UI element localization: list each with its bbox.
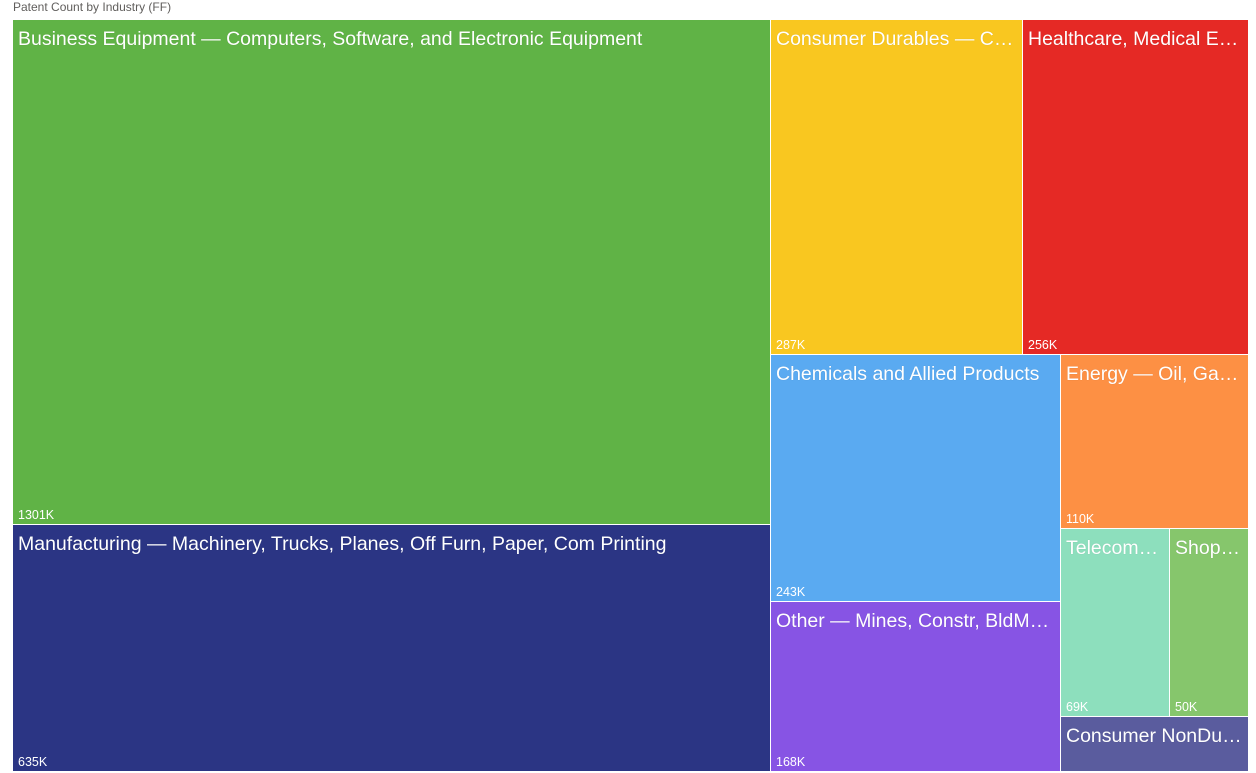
tile-label: Telecommunication	[1066, 537, 1163, 559]
tile-label: Other — Mines, Constr, BldMt, Trans, Hot…	[776, 610, 1054, 632]
tile-value-label: 256K	[1028, 338, 1058, 352]
treemap-tile-business-equipment[interactable]: Business Equipment — Computers, Software…	[13, 20, 770, 524]
tile-value-label: 1301K	[18, 508, 55, 522]
tile-value-label: 243K	[776, 585, 806, 599]
tile-value-label: 287K	[776, 338, 806, 352]
tile-value-label: 69K	[1066, 700, 1089, 714]
tile-label: Consumer Durables — Cars, TVs, Furniture…	[776, 28, 1016, 50]
treemap-tile-manufacturing[interactable]: Manufacturing — Machinery, Trucks, Plane…	[13, 525, 770, 771]
tile-value-label: 110K	[1066, 512, 1095, 526]
chart-title: Patent Count by Industry (FF)	[13, 0, 172, 14]
tile-value-label: 168K	[776, 755, 806, 769]
treemap-tile-energy[interactable]: Energy — Oil, Gas, and Coal Extraction a…	[1061, 355, 1248, 528]
tile-label: Chemicals and Allied Products	[776, 363, 1040, 385]
treemap-tile-consumer-nondurables[interactable]: Consumer NonDurables — Food, Tobacco, Te…	[1061, 717, 1248, 771]
treemap-tile-chemicals-and-allied-products[interactable]: Chemicals and Allied Products 243K	[771, 355, 1060, 601]
tile-value-label: 635K	[18, 755, 48, 769]
treemap-tile-shops[interactable]: Shops — Wholesale, Retail, and Some Serv…	[1170, 529, 1248, 716]
tile-label: Energy — Oil, Gas, and Coal Extraction a…	[1066, 363, 1242, 385]
treemap-tile-consumer-durables[interactable]: Consumer Durables — Cars, TVs, Furniture…	[771, 20, 1022, 354]
tile-value-label: 50K	[1175, 700, 1198, 714]
treemap-tile-other[interactable]: Other — Mines, Constr, BldMt, Trans, Hot…	[771, 602, 1060, 771]
tile-label: Business Equipment — Computers, Software…	[18, 28, 643, 50]
treemap-tile-healthcare-medical-equipment-and-drugs[interactable]: Healthcare, Medical Equipment, and Drugs…	[1023, 20, 1248, 354]
treemap-tile-telecommunication[interactable]: Telecommunication 69K	[1061, 529, 1169, 716]
tile-label: Manufacturing — Machinery, Trucks, Plane…	[18, 533, 667, 555]
tile-label: Shops — Wholesale, Retail, and Some Serv…	[1175, 537, 1242, 559]
tile-label: Consumer NonDurables — Food, Tobacco, Te…	[1066, 725, 1242, 747]
tile-label: Healthcare, Medical Equipment, and Drugs	[1028, 28, 1242, 50]
